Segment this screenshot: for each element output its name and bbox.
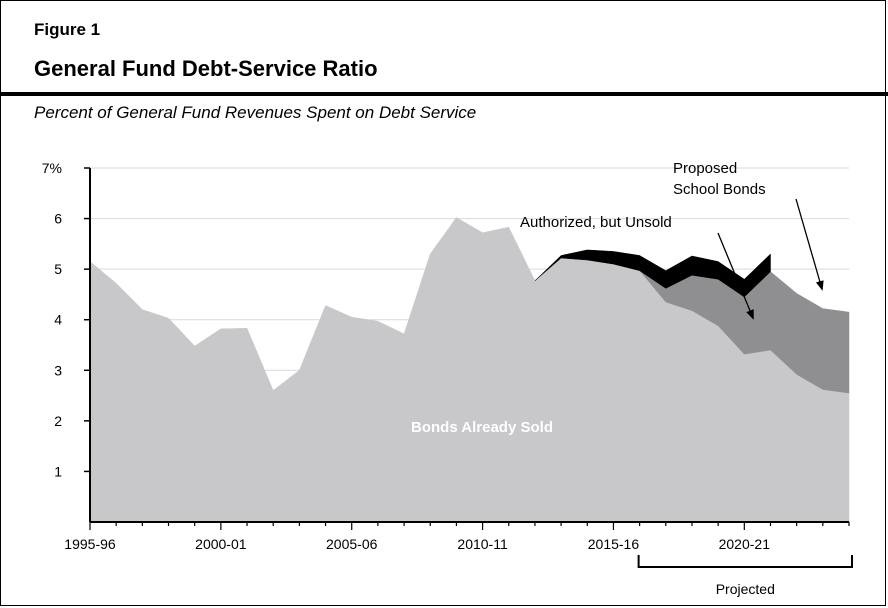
- annotation-proposed-line2: School Bonds: [673, 181, 766, 198]
- annotations: Proposed School Bonds Authorized, but Un…: [411, 160, 824, 436]
- axes: 1 2 3 4 5 6 7% 1995-96 2000-01 2005-06 2010-11 2015…: [42, 160, 853, 597]
- x-tick-label-5: 2020-21: [719, 536, 771, 552]
- annotation-authorized: Authorized, but Unsold: [520, 214, 672, 231]
- x-tick-label-4: 2015-16: [588, 536, 640, 552]
- projected-label: Projected: [716, 581, 775, 597]
- series-area-bonds-already-sold: [89, 217, 850, 523]
- series-area-proposed-school-bonds: [534, 249, 771, 298]
- y-tick-label-0: 1: [54, 463, 62, 479]
- annotation-proposed-line1: Proposed: [673, 160, 737, 177]
- x-tick-label-3: 2010-11: [457, 536, 508, 552]
- title-divider: [0, 92, 888, 96]
- y-tick-label-4: 5: [54, 261, 62, 277]
- annotation-bonds-sold: Bonds Already Sold: [411, 419, 553, 436]
- area-series: [89, 217, 850, 523]
- projected-bracket: [637, 555, 853, 568]
- figure-title: General Fund Debt-Service Ratio: [34, 56, 378, 81]
- arrow-proposed: [795, 198, 824, 291]
- y-tick-label-5: 6: [54, 211, 62, 227]
- figure-label: Figure 1: [34, 20, 101, 39]
- figure-subtitle: Percent of General Fund Revenues Spent o…: [34, 103, 477, 122]
- y-tick-label-3: 4: [54, 312, 62, 328]
- x-tick-label-2: 2005-06: [326, 536, 378, 552]
- y-tick-label-2: 3: [54, 362, 62, 378]
- y-tick-label-6: 7%: [42, 160, 62, 176]
- y-tick-label-1: 2: [54, 413, 62, 429]
- arrow-authorized: [717, 232, 754, 320]
- x-tick-label-1: 2000-01: [195, 536, 247, 552]
- x-tick-label-0: 1995-96: [64, 536, 116, 552]
